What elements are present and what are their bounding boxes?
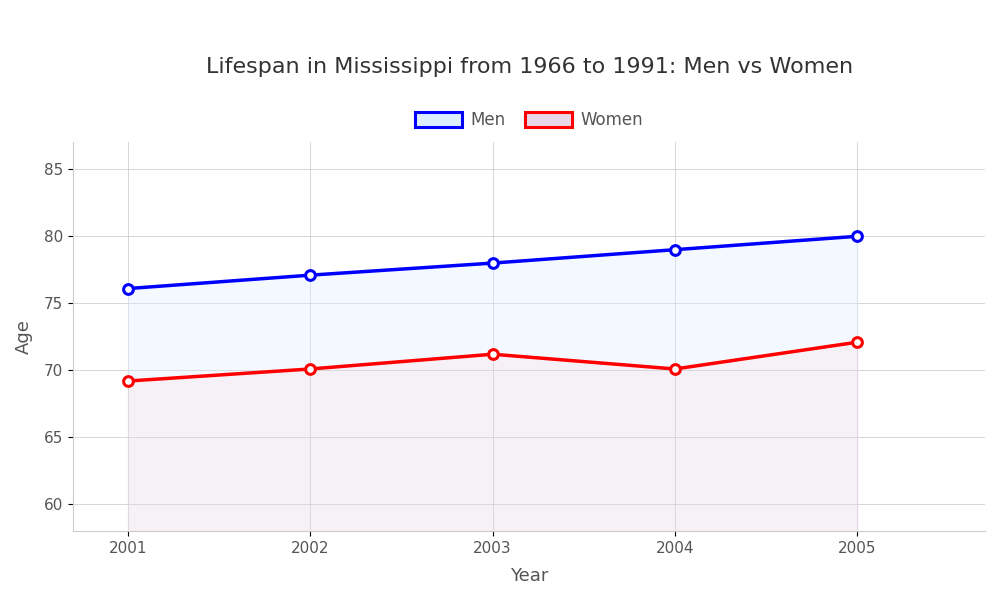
Legend: Men, Women: Men, Women bbox=[409, 104, 650, 136]
Y-axis label: Age: Age bbox=[15, 319, 33, 354]
X-axis label: Year: Year bbox=[510, 567, 548, 585]
Title: Lifespan in Mississippi from 1966 to 1991: Men vs Women: Lifespan in Mississippi from 1966 to 199… bbox=[206, 57, 853, 77]
